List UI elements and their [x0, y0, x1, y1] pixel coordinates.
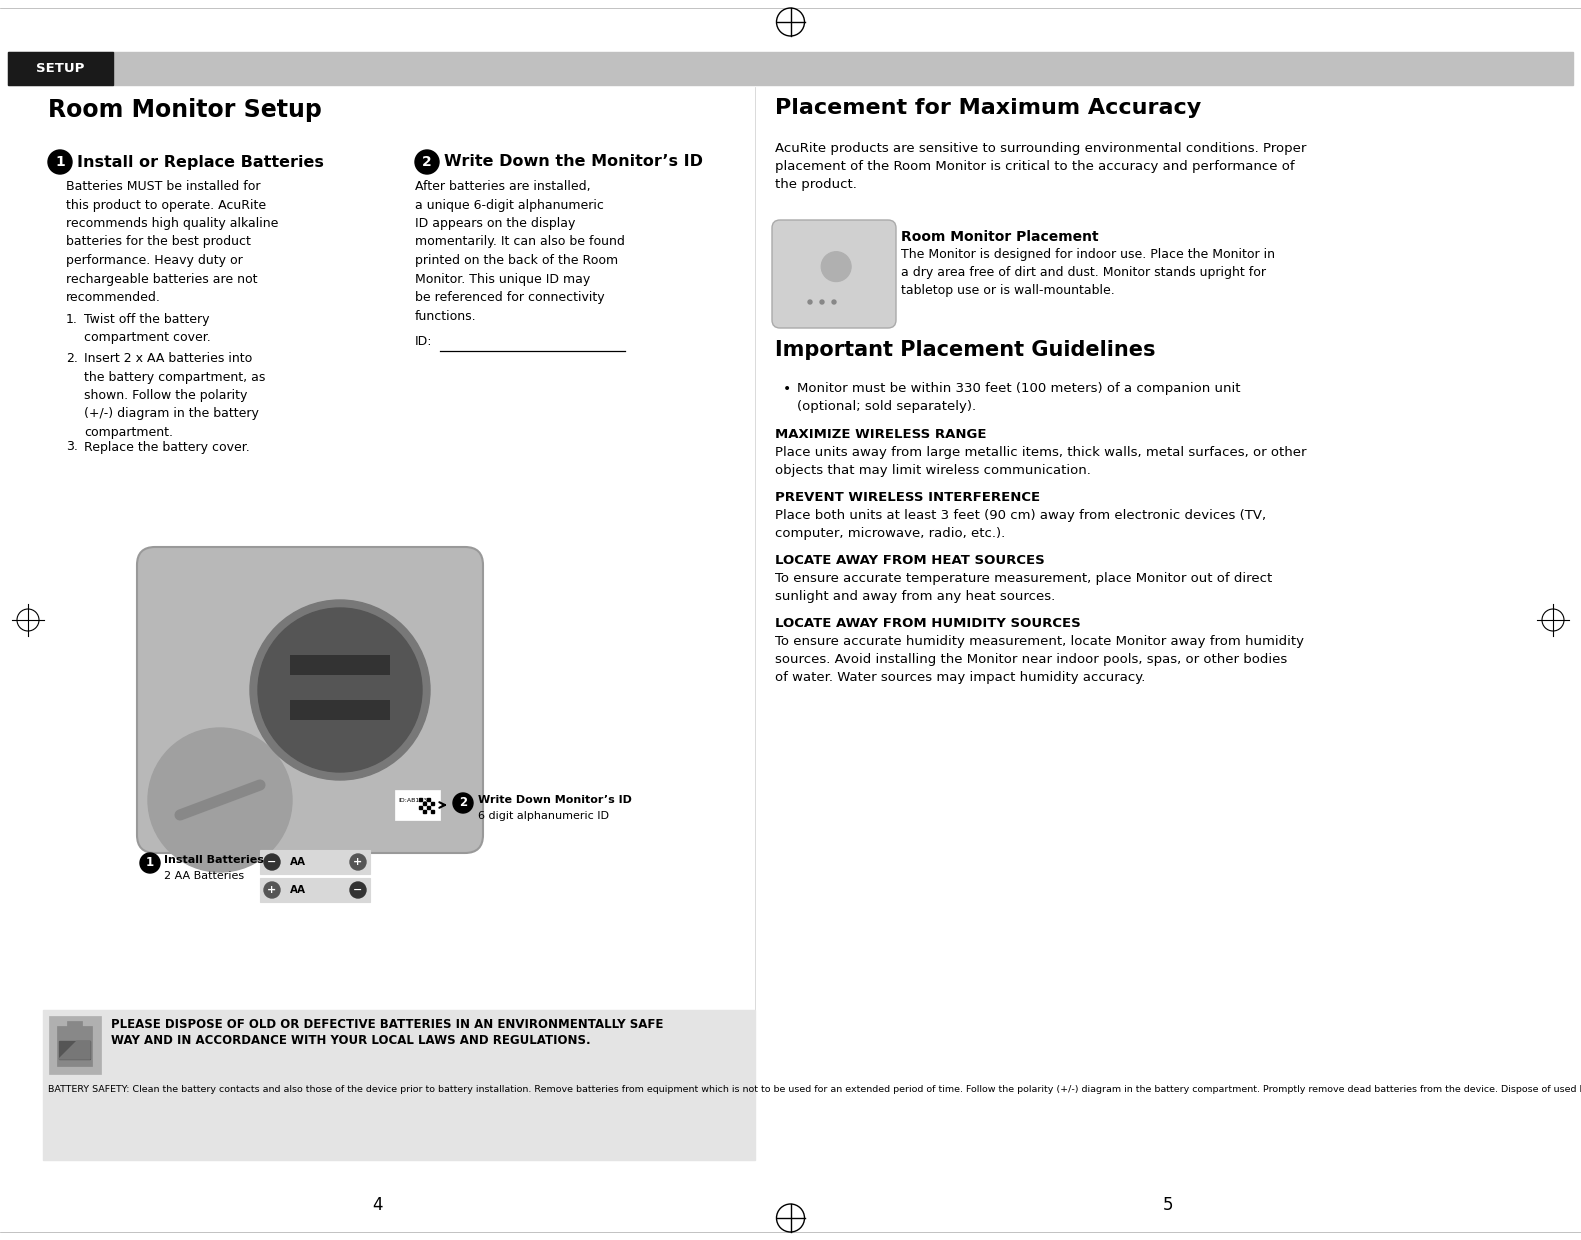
FancyBboxPatch shape: [138, 547, 484, 853]
Text: Install Batteries: Install Batteries: [164, 856, 264, 866]
Text: +: +: [267, 885, 277, 895]
Text: Twist off the battery
compartment cover.: Twist off the battery compartment cover.: [84, 312, 210, 345]
Text: BATTERY SAFETY: Clean the battery contacts and also those of the device prior to: BATTERY SAFETY: Clean the battery contac…: [47, 1085, 1581, 1094]
Bar: [419, 799, 422, 801]
Polygon shape: [58, 1042, 90, 1059]
Circle shape: [47, 150, 73, 174]
Bar: [424, 802, 425, 805]
Text: −: −: [267, 857, 277, 867]
Text: Placement for Maximum Accuracy: Placement for Maximum Accuracy: [775, 98, 1202, 118]
Text: 2 AA Batteries: 2 AA Batteries: [164, 870, 243, 880]
Bar: [43, 1011, 756, 1159]
Text: PREVENT WIRELESS INTERFERENCE: PREVENT WIRELESS INTERFERENCE: [775, 491, 1040, 503]
Circle shape: [808, 300, 813, 304]
Text: 1: 1: [55, 155, 65, 169]
Circle shape: [454, 794, 473, 813]
Text: SETUP: SETUP: [36, 62, 85, 74]
Bar: [8, 52, 112, 86]
Text: +: +: [354, 857, 362, 867]
Text: AA: AA: [289, 857, 307, 867]
Circle shape: [414, 150, 440, 174]
Text: AcuRite products are sensitive to surrounding environmental conditions. Proper
p: AcuRite products are sensitive to surrou…: [775, 143, 1306, 191]
Circle shape: [821, 300, 824, 304]
Text: Room Monitor Setup: Room Monitor Setup: [47, 98, 323, 122]
Text: ID:AB1234: ID:AB1234: [398, 799, 432, 804]
Text: PLEASE DISPOSE OF OLD OR DEFECTIVE BATTERIES IN AN ENVIRONMENTALLY SAFE
WAY AND : PLEASE DISPOSE OF OLD OR DEFECTIVE BATTE…: [111, 1018, 664, 1048]
Text: 3.: 3.: [66, 440, 77, 454]
Bar: [289, 655, 391, 675]
Bar: [57, 1025, 92, 1066]
Text: 1: 1: [145, 857, 153, 869]
Bar: [424, 810, 425, 813]
Text: Place units away from large metallic items, thick walls, metal surfaces, or othe: Place units away from large metallic ite…: [775, 446, 1306, 477]
Text: Important Placement Guidelines: Important Placement Guidelines: [775, 340, 1156, 360]
Text: The Monitor is designed for indoor use. Place the Monitor in
a dry area free of : The Monitor is designed for indoor use. …: [901, 248, 1274, 298]
Text: 2: 2: [422, 155, 432, 169]
Bar: [419, 806, 422, 808]
Text: 5: 5: [1162, 1197, 1173, 1214]
Text: MAXIMIZE WIRELESS RANGE: MAXIMIZE WIRELESS RANGE: [775, 428, 987, 441]
Text: After batteries are installed,
a unique 6-digit alphanumeric
ID appears on the d: After batteries are installed, a unique …: [414, 180, 624, 322]
Text: Batteries MUST be installed for
this product to operate. AcuRite
recommends high: Batteries MUST be installed for this pro…: [66, 180, 278, 304]
Text: Monitor must be within 330 feet (100 meters) of a companion unit
(optional; sold: Monitor must be within 330 feet (100 met…: [797, 382, 1241, 413]
Bar: [8, 52, 1573, 86]
Text: To ensure accurate temperature measurement, place Monitor out of direct
sunlight: To ensure accurate temperature measureme…: [775, 572, 1273, 603]
Text: •: •: [783, 382, 790, 396]
Text: To ensure accurate humidity measurement, locate Monitor away from humidity
sourc: To ensure accurate humidity measurement,…: [775, 635, 1304, 684]
Text: 6 digit alphanumeric ID: 6 digit alphanumeric ID: [477, 811, 609, 821]
Circle shape: [832, 300, 836, 304]
Bar: [427, 806, 430, 808]
Bar: [432, 810, 435, 813]
Text: 1.: 1.: [66, 312, 77, 326]
Circle shape: [258, 608, 422, 773]
Text: LOCATE AWAY FROM HUMIDITY SOURCES: LOCATE AWAY FROM HUMIDITY SOURCES: [775, 618, 1081, 630]
Text: Install or Replace Batteries: Install or Replace Batteries: [77, 155, 324, 170]
FancyBboxPatch shape: [772, 219, 896, 329]
Bar: [289, 701, 391, 720]
Text: Insert 2 x AA batteries into
the battery compartment, as
shown. Follow the polar: Insert 2 x AA batteries into the battery…: [84, 352, 266, 439]
Circle shape: [349, 854, 365, 870]
Text: AA: AA: [289, 885, 307, 895]
Circle shape: [349, 882, 365, 898]
Bar: [259, 878, 370, 901]
Text: 2.: 2.: [66, 352, 77, 365]
Bar: [432, 802, 435, 805]
Circle shape: [264, 854, 280, 870]
Text: Replace the battery cover.: Replace the battery cover.: [84, 440, 250, 454]
Circle shape: [149, 728, 292, 872]
Bar: [259, 849, 370, 874]
Bar: [58, 1042, 90, 1059]
Text: LOCATE AWAY FROM HEAT SOURCES: LOCATE AWAY FROM HEAT SOURCES: [775, 554, 1045, 567]
Bar: [49, 1016, 101, 1074]
Text: 2: 2: [458, 796, 466, 810]
Bar: [66, 1021, 82, 1028]
Text: Write Down Monitor’s ID: Write Down Monitor’s ID: [477, 795, 632, 805]
Circle shape: [141, 853, 160, 873]
Circle shape: [264, 882, 280, 898]
Text: Write Down the Monitor’s ID: Write Down the Monitor’s ID: [444, 155, 704, 170]
Bar: [395, 790, 440, 820]
Circle shape: [250, 600, 430, 780]
Bar: [427, 799, 430, 801]
Text: Room Monitor Placement: Room Monitor Placement: [901, 229, 1099, 244]
Text: ID:: ID:: [414, 335, 433, 348]
Text: −: −: [353, 885, 362, 895]
Circle shape: [821, 252, 851, 281]
Text: Place both units at least 3 feet (90 cm) away from electronic devices (TV,
compu: Place both units at least 3 feet (90 cm)…: [775, 508, 1266, 539]
Text: 4: 4: [372, 1197, 383, 1214]
